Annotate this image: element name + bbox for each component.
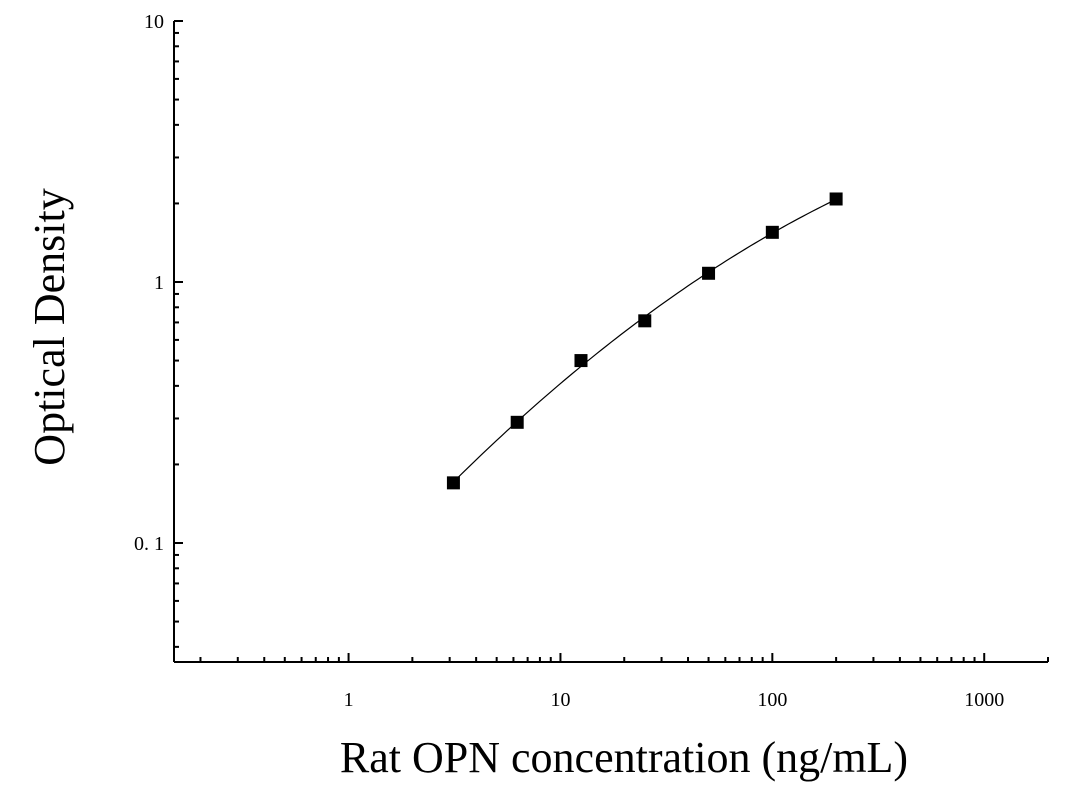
data-point bbox=[446, 476, 460, 490]
x-tick-label: 1 bbox=[344, 689, 354, 711]
x-ticks bbox=[199, 653, 1049, 662]
x-tick-label: 1000 bbox=[964, 689, 1004, 711]
x-tick-label: 10 bbox=[550, 689, 570, 711]
y-tick-label: 1 bbox=[154, 272, 164, 294]
axes bbox=[173, 21, 1048, 663]
x-axis-title: Rat OPN concentration (ng/mL) bbox=[340, 733, 908, 782]
data-points bbox=[446, 192, 843, 490]
data-point bbox=[765, 225, 779, 239]
data-point bbox=[638, 314, 652, 328]
y-ticks bbox=[174, 20, 183, 648]
data-point bbox=[574, 354, 588, 368]
data-point bbox=[829, 192, 843, 206]
y-tick-label: 0. 1 bbox=[134, 533, 164, 555]
x-tick-labels: 1 10 100 1000 bbox=[344, 689, 1005, 711]
y-tick-label: 10 bbox=[144, 11, 164, 33]
x-tick-label: 100 bbox=[757, 689, 787, 711]
y-axis-title: Optical Density bbox=[25, 188, 74, 465]
fit-line bbox=[452, 198, 837, 483]
data-point bbox=[510, 415, 524, 429]
y-tick-labels: 0. 1 1 10 bbox=[134, 11, 164, 555]
data-point bbox=[702, 266, 716, 280]
